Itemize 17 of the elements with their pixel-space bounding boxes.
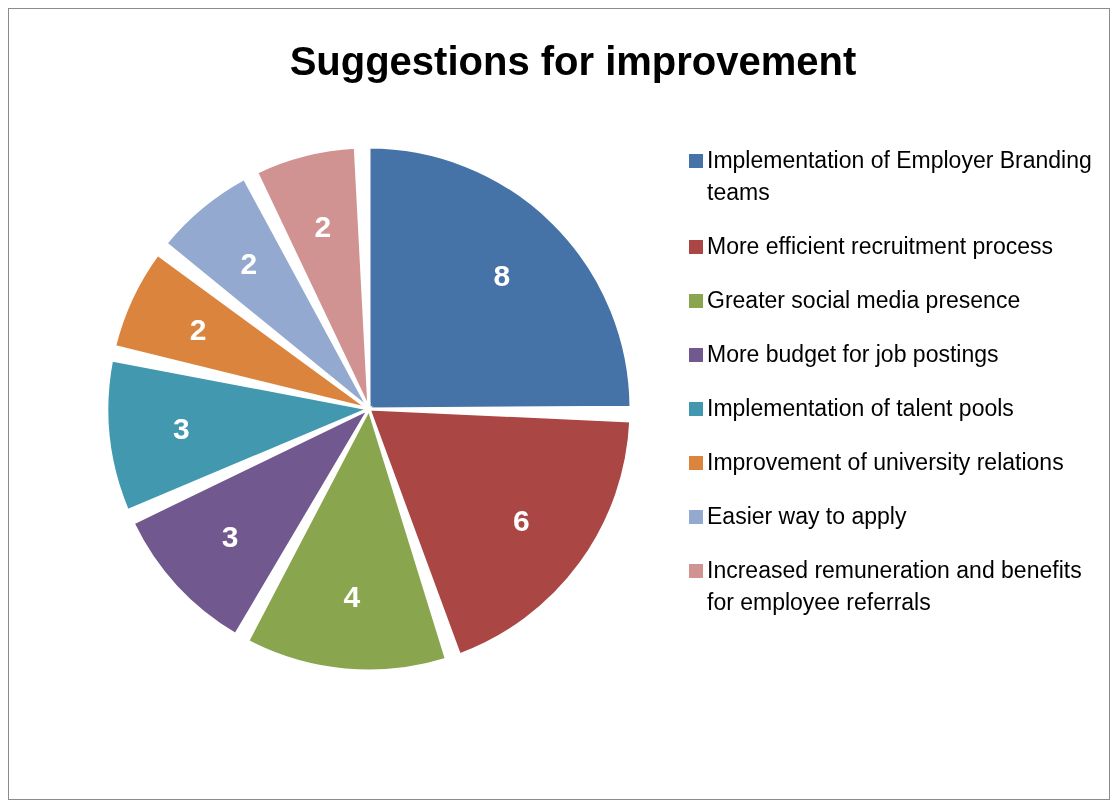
data-label: 2 (240, 247, 258, 281)
legend-label: Increased remuneration and benefits for employee referrals (707, 556, 1083, 617)
legend-label: More efficient recruitment process (707, 232, 1053, 261)
data-label: 4 (343, 580, 361, 614)
legend-label: Implementation of Employer Branding teams (707, 146, 1093, 207)
data-label: 2 (189, 312, 207, 346)
legend-label: Easier way to apply (707, 502, 907, 531)
data-label: 6 (512, 503, 530, 537)
chart-title: Suggestions for improvement (288, 39, 858, 84)
legend-label: More budget for job postings (707, 340, 999, 369)
data-label: 3 (221, 520, 239, 554)
legend-label: Improvement of university relations (707, 448, 1064, 477)
data-label: 2 (314, 209, 332, 243)
data-label: 8 (493, 258, 511, 292)
legend-label: Implementation of talent pools (707, 394, 1014, 423)
data-label: 3 (173, 412, 190, 446)
legend-label: Greater social media presence (707, 286, 1021, 315)
